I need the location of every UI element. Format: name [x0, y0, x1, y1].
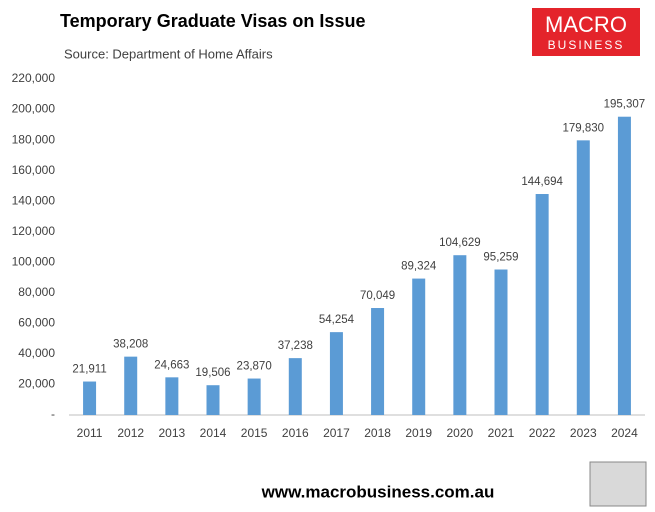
y-tick-label: 220,000 — [12, 71, 56, 85]
bar — [165, 377, 179, 415]
y-tick-label: 40,000 — [18, 346, 55, 360]
x-tick-label: 2021 — [488, 426, 515, 440]
bar — [329, 332, 343, 415]
y-tick-label: 20,000 — [18, 377, 55, 391]
y-tick-label: 200,000 — [12, 102, 56, 116]
x-tick-label: 2015 — [241, 426, 268, 440]
y-tick-label: 180,000 — [12, 132, 56, 146]
logo-box — [532, 8, 640, 56]
x-tick-label: 2023 — [570, 426, 597, 440]
x-tick-label: 2018 — [364, 426, 391, 440]
chart-title: Temporary Graduate Visas on Issue — [60, 11, 365, 31]
value-label: 54,254 — [319, 314, 355, 326]
bar — [412, 278, 426, 415]
y-tick-label: 80,000 — [18, 285, 55, 299]
value-label: 195,307 — [604, 99, 646, 111]
value-label: 179,830 — [562, 122, 604, 134]
y-tick-label: 160,000 — [12, 163, 56, 177]
x-tick-label: 2017 — [323, 426, 350, 440]
logo: MACRO BUSINESS — [532, 8, 640, 56]
fox-icon — [589, 461, 647, 507]
bar — [371, 308, 385, 415]
chart-subtitle: Source: Department of Home Affairs — [64, 46, 273, 61]
x-tick-label: 2011 — [77, 426, 103, 440]
value-label: 37,238 — [278, 340, 313, 352]
bar — [206, 385, 220, 415]
bar — [494, 269, 508, 415]
x-tick-label: 2013 — [159, 426, 186, 440]
bar — [288, 358, 302, 415]
bar — [535, 194, 549, 415]
y-tick-label: 140,000 — [12, 193, 56, 207]
value-label: 21,911 — [72, 364, 106, 376]
bar — [124, 356, 138, 415]
value-label: 104,629 — [439, 237, 481, 249]
footer-url: www.macrobusiness.com.au — [261, 482, 495, 501]
y-tick-label: 60,000 — [18, 316, 55, 330]
x-tick-label: 2012 — [117, 426, 144, 440]
bar — [83, 381, 97, 415]
bar — [617, 116, 631, 415]
value-label: 38,208 — [113, 339, 148, 351]
x-tick-label: 2022 — [529, 426, 556, 440]
y-tick-label: 120,000 — [12, 224, 56, 238]
value-label: 19,506 — [195, 367, 230, 379]
value-label: 144,694 — [521, 176, 563, 188]
x-tick-label: 2020 — [447, 426, 474, 440]
x-tick-label: 2024 — [611, 426, 638, 440]
logo-text: BUSINESS — [548, 38, 625, 52]
value-label: 89,324 — [401, 261, 437, 273]
value-label: 23,870 — [237, 361, 272, 373]
bar — [247, 378, 261, 415]
value-label: 95,259 — [483, 252, 518, 264]
x-tick-label: 2014 — [200, 426, 227, 440]
y-tick-label: - — [51, 407, 55, 421]
logo-text: MACRO — [545, 12, 627, 37]
x-tick-label: 2019 — [405, 426, 432, 440]
x-tick-label: 2016 — [282, 426, 309, 440]
bar — [453, 255, 467, 415]
value-label: 24,663 — [154, 359, 189, 371]
value-label: 70,049 — [360, 290, 395, 302]
bar — [576, 140, 590, 416]
y-tick-label: 100,000 — [12, 254, 56, 268]
